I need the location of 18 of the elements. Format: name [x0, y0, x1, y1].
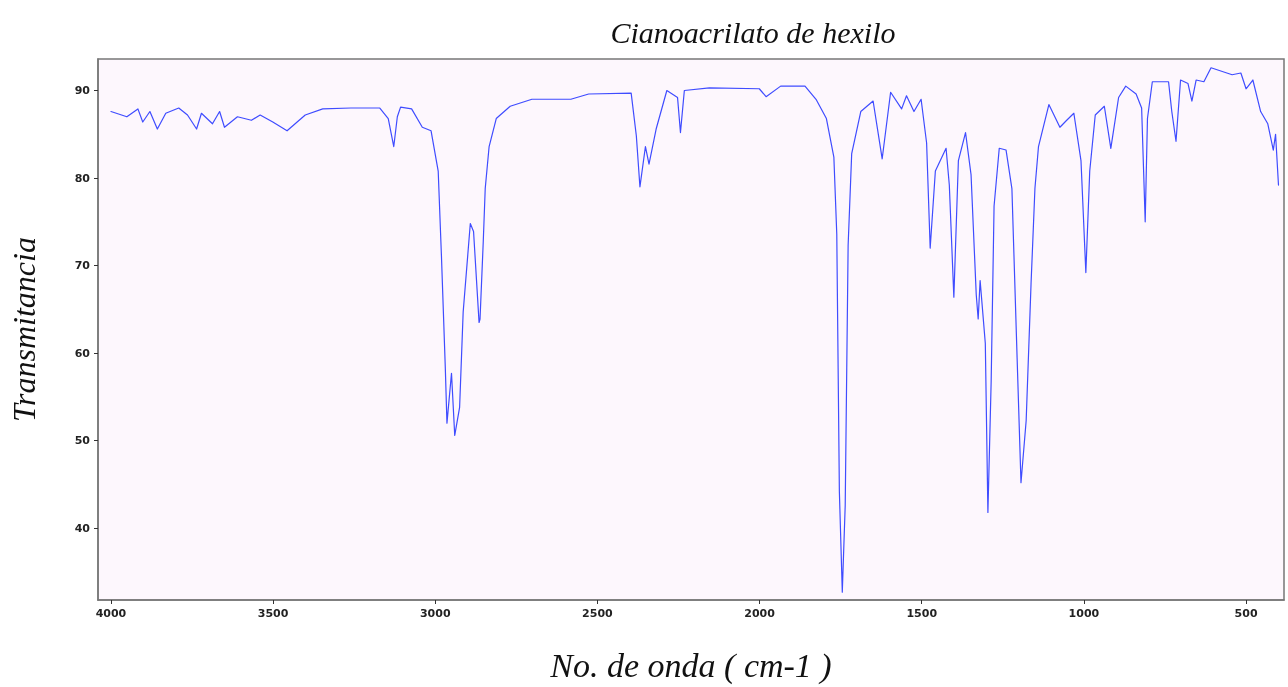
- y-tick-label: 80: [74, 171, 91, 185]
- y-tick-label: 50: [74, 434, 91, 448]
- x-tick-label: 500: [1234, 607, 1258, 620]
- x-tick-label: 3000: [419, 607, 451, 620]
- line-series: [110, 67, 1280, 593]
- y-tick-label: 70: [74, 259, 91, 273]
- chart-title: Cianoacrilato de hexilo: [610, 15, 896, 49]
- x-tick-label: 2000: [744, 607, 776, 620]
- x-tick-label: 3500: [257, 607, 289, 620]
- x-tick-label: 2500: [582, 607, 614, 620]
- x-tick-label: 4000: [95, 607, 127, 620]
- x-axis-title: No. de onda ( cm-1 ): [549, 646, 832, 685]
- y-axis-title: Transmitancia: [6, 237, 42, 422]
- y-tick-label: 60: [74, 346, 91, 360]
- y-tick-label: 90: [74, 84, 91, 98]
- x-tick-label: 1500: [906, 607, 938, 620]
- y-tick-label: 40: [74, 521, 91, 535]
- x-tick-label: 1000: [1068, 607, 1100, 620]
